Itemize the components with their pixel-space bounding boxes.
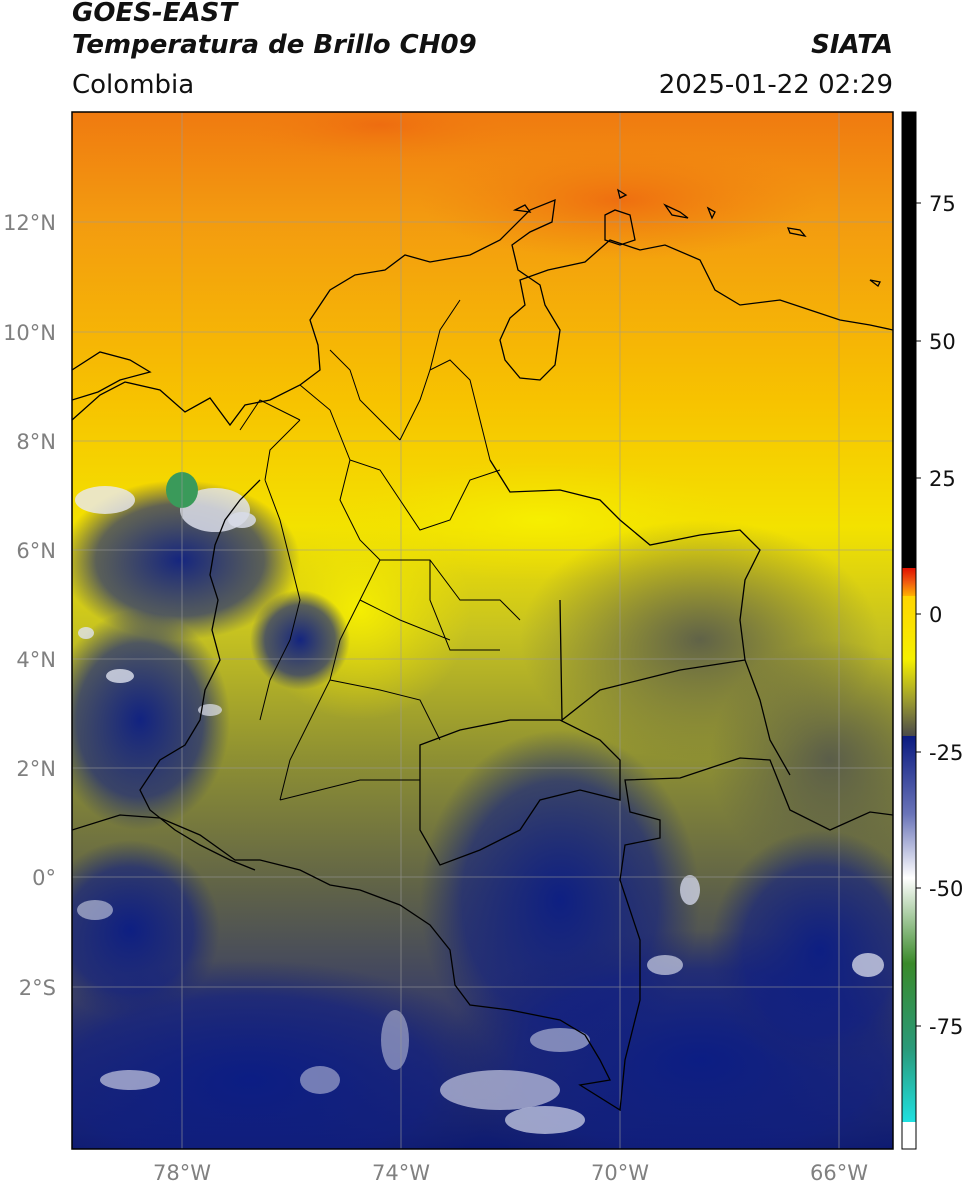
venezuela-border — [489, 459, 791, 776]
colorbar-tick-label: -25 — [929, 741, 963, 765]
pacific-coast — [139, 479, 261, 871]
border-south — [419, 719, 621, 866]
colorbar-red-segment — [902, 568, 916, 596]
lat-label: 12°N — [3, 211, 56, 235]
title-line-2: Temperatura de Brillo CH09 — [72, 30, 477, 60]
colorbar-tick-label: -50 — [929, 877, 963, 901]
lon-label: 70°W — [591, 1161, 649, 1185]
colorbar-black-segment — [902, 112, 916, 568]
lat-label: 2°N — [16, 757, 56, 781]
panama-isthmus — [72, 198, 893, 427]
colorbar: 75 50 25 0 -25 -50 -75 — [901, 111, 963, 1150]
region-label: Colombia — [72, 70, 195, 100]
colorbar-white-segment — [902, 1122, 916, 1149]
map-frame — [71, 111, 894, 1150]
caribbean-coast — [72, 351, 152, 401]
colorbar-blue-segment — [902, 736, 916, 878]
colorbar-tick-label: -75 — [929, 1015, 963, 1039]
coastlines-and-borders — [72, 188, 893, 1112]
islands-north — [512, 188, 881, 287]
longitude-labels: 78°W 74°W 70°W 66°W — [153, 1161, 868, 1185]
colorbar-tick-label: 75 — [929, 192, 956, 216]
title-line-1: GOES-EAST — [72, 0, 238, 28]
colorbar-yellow-segment — [902, 596, 916, 736]
dept-borders — [239, 299, 521, 801]
colorbar-tick-label: 0 — [929, 603, 942, 627]
lon-label: 78°W — [153, 1161, 211, 1185]
lat-label: 2°S — [19, 976, 56, 1000]
colorbar-frame — [901, 111, 917, 1150]
latitude-labels: 12°N 10°N 8°N 6°N 4°N 2°N 0° 2°S — [3, 211, 56, 1000]
colorbar-tick-label: 25 — [929, 467, 956, 491]
colorbar-green-cyan-segment — [902, 878, 916, 1122]
lon-label: 66°W — [810, 1161, 868, 1185]
graticule — [72, 112, 893, 1149]
brightness-temperature-field — [72, 112, 893, 1149]
agency-label: SIATA — [811, 30, 893, 60]
lat-label: 0° — [32, 866, 56, 890]
timestamp-label: 2025-01-22 02:29 — [658, 70, 893, 100]
lat-label: 10°N — [3, 321, 56, 345]
colombia-border — [72, 757, 893, 1112]
lat-label: 4°N — [16, 648, 56, 672]
border-east — [559, 599, 746, 722]
lat-label: 6°N — [16, 539, 56, 563]
lat-label: 8°N — [16, 430, 56, 454]
lon-label: 74°W — [372, 1161, 430, 1185]
colorbar-tick-label: 50 — [929, 330, 956, 354]
